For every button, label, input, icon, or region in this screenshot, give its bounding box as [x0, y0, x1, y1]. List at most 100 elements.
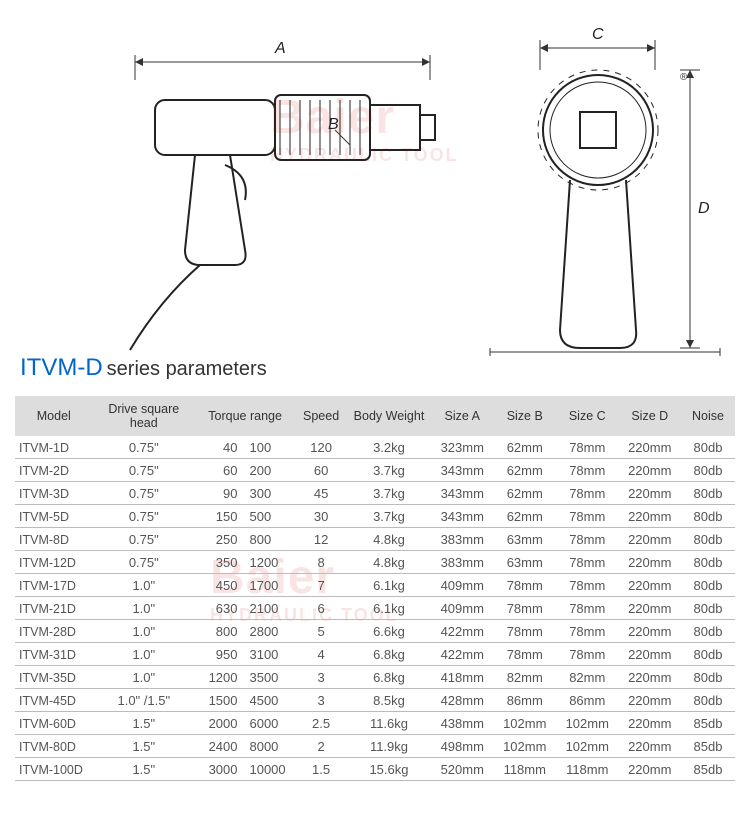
cell-speed: 30 [295, 505, 347, 528]
cell-noise: 80db [681, 574, 735, 597]
table-row: ITVM-12D0.75"350120084.8kg383mm63mm78mm2… [15, 551, 735, 574]
cell-drive: 0.75" [93, 505, 195, 528]
cell-torque-lo: 150 [195, 505, 244, 528]
cell-noise: 80db [681, 436, 735, 459]
th-noise: Noise [681, 396, 735, 436]
cell-sized: 220mm [619, 436, 682, 459]
cell-sized: 220mm [619, 712, 682, 735]
cell-sized: 220mm [619, 482, 682, 505]
cell-model: ITVM-60D [15, 712, 93, 735]
cell-torque-hi: 300 [243, 482, 295, 505]
cell-drive: 0.75" [93, 459, 195, 482]
cell-noise: 80db [681, 482, 735, 505]
cell-noise: 80db [681, 597, 735, 620]
cell-torque-hi: 10000 [243, 758, 295, 781]
table-row: ITVM-2D0.75"60200603.7kg343mm62mm78mm220… [15, 459, 735, 482]
cell-sizea: 422mm [431, 620, 494, 643]
cell-model: ITVM-8D [15, 528, 93, 551]
table-row: ITVM-35D1.0"1200350036.8kg418mm82mm82mm2… [15, 666, 735, 689]
cell-sizea: 383mm [431, 551, 494, 574]
cell-noise: 80db [681, 666, 735, 689]
cell-sizec: 78mm [556, 505, 619, 528]
table-row: ITVM-100D1.5"3000100001.515.6kg520mm118m… [15, 758, 735, 781]
cell-weight: 3.7kg [347, 482, 431, 505]
cell-drive: 1.0" [93, 620, 195, 643]
cell-sizec: 78mm [556, 643, 619, 666]
title-row: ITVM-D series parameters [20, 354, 267, 382]
cell-torque-lo: 2400 [195, 735, 244, 758]
cell-sizea: 323mm [431, 436, 494, 459]
cell-drive: 1.5" [93, 735, 195, 758]
th-model: Model [15, 396, 93, 436]
cell-sizeb: 86mm [494, 689, 557, 712]
cell-torque-lo: 1500 [195, 689, 244, 712]
cell-torque-hi: 800 [243, 528, 295, 551]
cell-sizeb: 78mm [494, 597, 557, 620]
cell-sizeb: 62mm [494, 505, 557, 528]
cell-weight: 11.6kg [347, 712, 431, 735]
cell-speed: 120 [295, 436, 347, 459]
cell-sized: 220mm [619, 689, 682, 712]
cell-torque-hi: 1700 [243, 574, 295, 597]
cell-model: ITVM-100D [15, 758, 93, 781]
th-sized: Size D [619, 396, 682, 436]
cell-sized: 220mm [619, 528, 682, 551]
cell-torque-hi: 3100 [243, 643, 295, 666]
svg-text:®: ® [680, 72, 688, 83]
cell-weight: 6.8kg [347, 643, 431, 666]
cell-sized: 220mm [619, 620, 682, 643]
cell-torque-hi: 4500 [243, 689, 295, 712]
cell-model: ITVM-45D [15, 689, 93, 712]
cell-sizec: 118mm [556, 758, 619, 781]
table-row: ITVM-8D0.75"250800124.8kg383mm63mm78mm22… [15, 528, 735, 551]
cell-model: ITVM-2D [15, 459, 93, 482]
cell-sizec: 78mm [556, 574, 619, 597]
cell-torque-hi: 6000 [243, 712, 295, 735]
cell-noise: 80db [681, 459, 735, 482]
cell-sized: 220mm [619, 643, 682, 666]
cell-model: ITVM-21D [15, 597, 93, 620]
cell-model: ITVM-3D [15, 482, 93, 505]
cell-torque-lo: 950 [195, 643, 244, 666]
table-body: ITVM-1D0.75"401001203.2kg323mm62mm78mm22… [15, 436, 735, 781]
cell-sized: 220mm [619, 551, 682, 574]
cell-weight: 3.7kg [347, 505, 431, 528]
cell-drive: 1.0" [93, 597, 195, 620]
cell-sizec: 78mm [556, 597, 619, 620]
cell-drive: 1.0" [93, 643, 195, 666]
cell-sizea: 418mm [431, 666, 494, 689]
cell-weight: 6.6kg [347, 620, 431, 643]
cell-torque-lo: 450 [195, 574, 244, 597]
cell-weight: 6.8kg [347, 666, 431, 689]
cell-sizea: 383mm [431, 528, 494, 551]
cell-model: ITVM-17D [15, 574, 93, 597]
cell-sizea: 428mm [431, 689, 494, 712]
th-speed: Speed [295, 396, 347, 436]
cell-weight: 6.1kg [347, 597, 431, 620]
dim-label-a: A [275, 40, 286, 58]
cell-sizec: 78mm [556, 459, 619, 482]
cell-weight: 3.7kg [347, 459, 431, 482]
cell-torque-hi: 8000 [243, 735, 295, 758]
cell-torque-hi: 2100 [243, 597, 295, 620]
cell-noise: 85db [681, 735, 735, 758]
table-row: ITVM-21D1.0"630210066.1kg409mm78mm78mm22… [15, 597, 735, 620]
cell-noise: 80db [681, 689, 735, 712]
cell-model: ITVM-80D [15, 735, 93, 758]
cell-sizec: 78mm [556, 528, 619, 551]
cell-sizec: 82mm [556, 666, 619, 689]
cell-drive: 1.5" [93, 758, 195, 781]
cell-speed: 3 [295, 689, 347, 712]
cell-torque-lo: 40 [195, 436, 244, 459]
cell-sizeb: 78mm [494, 574, 557, 597]
tool-schematic-svg: ® [0, 0, 750, 365]
cell-sizeb: 78mm [494, 620, 557, 643]
cell-sizea: 343mm [431, 482, 494, 505]
cell-torque-hi: 200 [243, 459, 295, 482]
cell-sized: 220mm [619, 666, 682, 689]
cell-drive: 1.5" [93, 712, 195, 735]
cell-sizea: 498mm [431, 735, 494, 758]
cell-torque-lo: 1200 [195, 666, 244, 689]
cell-sizea: 343mm [431, 505, 494, 528]
cell-noise: 85db [681, 758, 735, 781]
